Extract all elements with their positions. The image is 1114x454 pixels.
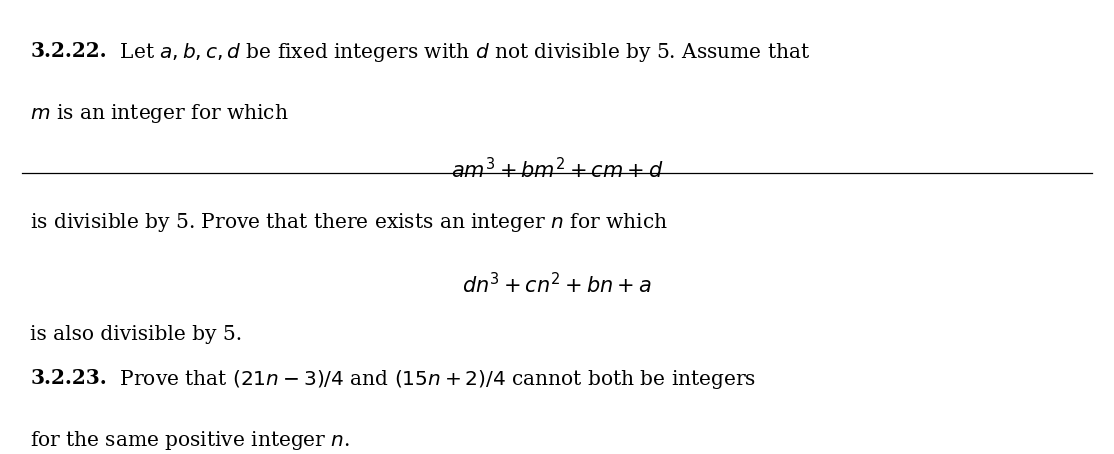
Text: Prove that $(21n - 3)/4$ and $(15n + 2)/4$ cannot both be integers: Prove that $(21n - 3)/4$ and $(15n + 2)/… <box>107 368 756 391</box>
Text: Let $a, b, c, d$ be fixed integers with $d$ not divisible by 5. Assume that: Let $a, b, c, d$ be fixed integers with … <box>107 41 810 64</box>
Text: 3.2.22.: 3.2.22. <box>30 41 107 61</box>
Text: is divisible by 5. Prove that there exists an integer $n$ for which: is divisible by 5. Prove that there exis… <box>30 211 668 234</box>
Text: for the same positive integer $n$.: for the same positive integer $n$. <box>30 429 350 452</box>
Text: 3.2.23.: 3.2.23. <box>30 368 107 388</box>
Text: $dn^3 + cn^2 + bn + a$: $dn^3 + cn^2 + bn + a$ <box>462 272 652 298</box>
Text: $am^3 + bm^2 + cm + d$: $am^3 + bm^2 + cm + d$ <box>451 157 663 182</box>
Text: is also divisible by 5.: is also divisible by 5. <box>30 325 242 344</box>
Text: $m$ is an integer for which: $m$ is an integer for which <box>30 102 289 125</box>
